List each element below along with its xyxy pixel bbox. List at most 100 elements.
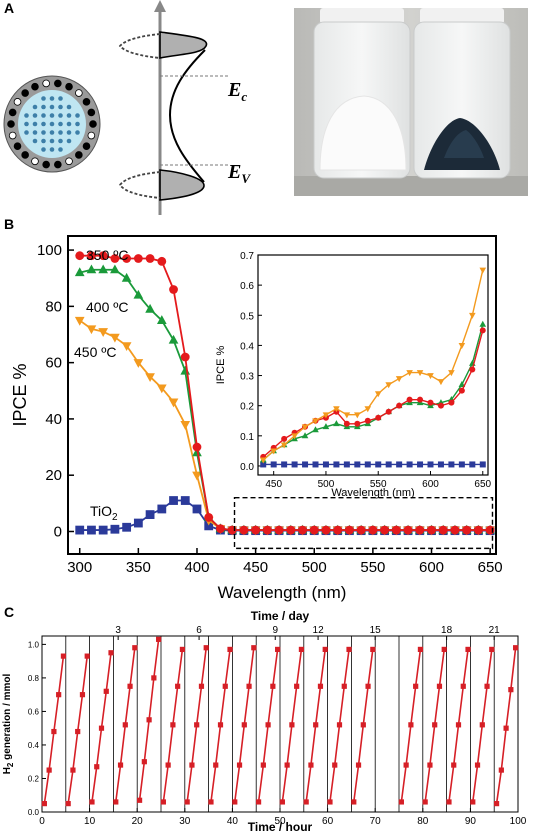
inset-point-s350 bbox=[281, 435, 288, 442]
data-point-s350 bbox=[450, 525, 460, 535]
data-point-s450 bbox=[145, 373, 155, 382]
panel-b-letter: B bbox=[4, 216, 15, 232]
core-dot bbox=[41, 104, 46, 110]
data-point-tio2 bbox=[169, 496, 178, 505]
data-point-s350 bbox=[427, 525, 436, 535]
h2-data-point bbox=[446, 799, 452, 805]
inset-x-tick-label: 550 bbox=[370, 479, 387, 490]
shell-dot bbox=[21, 151, 29, 159]
data-point-s400 bbox=[121, 272, 132, 282]
h2-data-point bbox=[184, 799, 190, 805]
inset-point-s450 bbox=[333, 406, 340, 413]
h2-data-point bbox=[41, 801, 47, 807]
shell-dot bbox=[54, 79, 62, 88]
inset-point-s350 bbox=[343, 420, 350, 427]
inset-point-s450 bbox=[479, 267, 487, 274]
core-dot bbox=[58, 96, 63, 101]
inset-point-s450 bbox=[364, 406, 372, 413]
inset-y-axis-label: IPCE % bbox=[215, 346, 227, 385]
h2-data-point bbox=[236, 762, 243, 768]
x-tick-label: 500 bbox=[302, 559, 327, 576]
h2-data-point bbox=[165, 762, 171, 768]
data-point-s350 bbox=[321, 525, 331, 535]
data-point-s350 bbox=[98, 251, 108, 261]
h2-top-tick-label: 15 bbox=[370, 625, 382, 636]
inset-point-s350 bbox=[364, 417, 371, 424]
h2-data-point bbox=[160, 799, 166, 805]
h2-data-point bbox=[103, 688, 109, 694]
h2-data-point bbox=[365, 683, 371, 689]
inset-point-tio2 bbox=[364, 461, 371, 468]
h2-data-point bbox=[122, 722, 128, 728]
inset-point-s400 bbox=[458, 380, 466, 387]
shell-dot bbox=[31, 157, 39, 166]
h2-data-point bbox=[408, 722, 414, 728]
white-powder bbox=[319, 95, 407, 171]
panel-c-letter: C bbox=[4, 604, 15, 620]
shell-dot bbox=[75, 89, 83, 97]
inset-point-tio2 bbox=[469, 461, 476, 468]
core-dot bbox=[58, 104, 63, 110]
core-dot bbox=[49, 104, 55, 110]
h2-axes: 0 10 20 30 40 50 60 70 80 90 100 0.0 0.2 0.4 0.6 0.8 1.0… bbox=[28, 625, 527, 827]
h2-data-point bbox=[298, 646, 305, 653]
x-tick-label: 550 bbox=[360, 559, 385, 576]
h2-data-point bbox=[498, 767, 504, 773]
h2-x-axis-label: Time / hour bbox=[248, 820, 313, 834]
h2-data-point bbox=[170, 722, 176, 728]
y-tick-label: 40 bbox=[45, 411, 62, 428]
h2-data-point bbox=[79, 692, 86, 698]
panel-a-schematic: Ec EV bbox=[3, 0, 251, 215]
inset-point-tio2 bbox=[417, 461, 424, 468]
data-point-s350 bbox=[204, 513, 214, 522]
data-point-s350 bbox=[239, 525, 249, 535]
shell-dot bbox=[87, 108, 96, 117]
core-dot bbox=[32, 121, 38, 127]
inset-line-s400 bbox=[262, 324, 484, 461]
h2-top-tick-label: 21 bbox=[489, 625, 501, 636]
shell-defect-dots bbox=[7, 79, 97, 169]
label-350c: 350 ºC bbox=[86, 247, 128, 263]
data-point-tio2 bbox=[98, 525, 108, 535]
data-point-s450 bbox=[110, 333, 120, 343]
h2-data-point bbox=[355, 762, 362, 768]
core-dot bbox=[75, 113, 80, 118]
core-dot bbox=[41, 96, 46, 101]
inset-point-s450 bbox=[448, 370, 455, 377]
inset-point-s350 bbox=[479, 327, 486, 334]
h2-data-point bbox=[270, 683, 276, 689]
inset-point-s400 bbox=[333, 420, 340, 427]
ec-label: Ec bbox=[227, 79, 247, 104]
inset-y-tick-label: 0.1 bbox=[240, 432, 254, 443]
h2-x-tick-label: 90 bbox=[465, 816, 477, 827]
h2-data-point bbox=[508, 687, 514, 693]
h2-data-point bbox=[203, 645, 209, 651]
h2-data-point bbox=[493, 801, 500, 807]
ipce-chart: 300 350 400 450 500 550 600 650 0 20 40 60 80 100 350… bbox=[10, 235, 503, 602]
y-tick-label: 20 bbox=[45, 467, 62, 484]
inset-point-tio2 bbox=[479, 461, 486, 468]
h2-top-tick-label: 3 bbox=[115, 625, 121, 636]
inset-point-tio2 bbox=[333, 461, 340, 468]
data-point-s350 bbox=[274, 525, 284, 535]
h2-data-point bbox=[241, 722, 247, 728]
data-point-s350 bbox=[286, 525, 296, 535]
h2-data-point bbox=[113, 799, 119, 805]
h2-data-point bbox=[141, 759, 147, 765]
core-dot bbox=[32, 130, 38, 135]
h2-chart: Time / day 0 10 20 30 40 50 60 70 80 90 1000.00.20… bbox=[2, 609, 527, 834]
shell-dot bbox=[75, 151, 83, 159]
h2-data-point bbox=[108, 650, 114, 656]
h2-data-point bbox=[460, 683, 466, 689]
h2-data-point bbox=[489, 646, 495, 653]
data-point-tio2 bbox=[204, 521, 214, 531]
h2-data-point bbox=[75, 728, 81, 735]
inset-x-axis-label: Wavelength (nm) bbox=[331, 487, 414, 499]
inset-point-s450 bbox=[416, 370, 424, 377]
x-tick-label: 400 bbox=[184, 559, 209, 576]
ev-label: EV bbox=[227, 161, 251, 186]
core-dot bbox=[49, 96, 55, 101]
h2-x-tick-label: 50 bbox=[274, 816, 286, 827]
inset-y-tick-label: 0.6 bbox=[240, 281, 254, 292]
h2-x-tick-label: 10 bbox=[84, 816, 96, 827]
